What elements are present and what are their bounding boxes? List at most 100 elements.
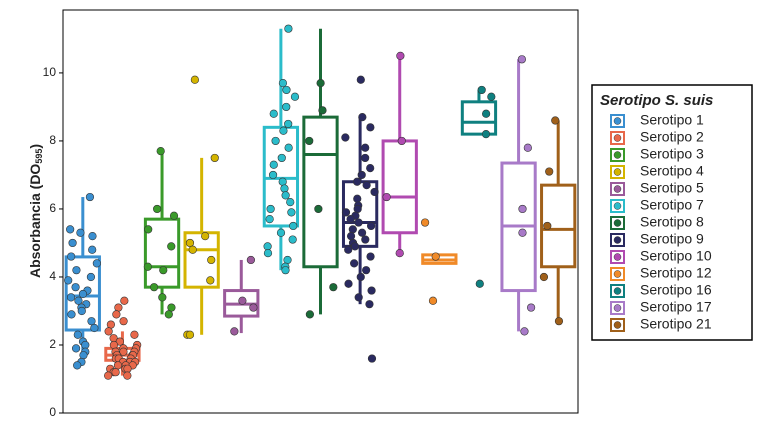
data-point (356, 75, 365, 84)
data-point (123, 371, 132, 380)
data-point (278, 79, 288, 88)
data-point (106, 320, 115, 329)
data-point (156, 147, 165, 156)
data-point (431, 252, 440, 261)
data-point (66, 293, 76, 302)
data-point (249, 303, 258, 312)
data-point (362, 181, 371, 190)
data-point (288, 235, 297, 244)
data-point (482, 109, 491, 118)
data-point (518, 204, 527, 214)
data-point (263, 249, 273, 258)
data-point (539, 272, 549, 282)
data-point (279, 126, 288, 135)
data-point (477, 85, 486, 95)
legend-label: Serotipo 8 (640, 214, 704, 230)
data-point (316, 79, 325, 88)
data-point (353, 194, 362, 203)
data-point (78, 289, 88, 299)
legend-label: Serotipo 10 (640, 248, 712, 264)
data-point (366, 252, 375, 261)
legend-label: Serotipo 5 (640, 180, 704, 196)
data-point (153, 204, 162, 214)
y-tick-label: 4 (49, 269, 56, 283)
legend-dot (613, 151, 622, 159)
data-point (366, 164, 375, 173)
data-point (283, 255, 292, 265)
data-point (90, 323, 99, 333)
legend-dot (613, 134, 622, 142)
data-point (318, 106, 327, 115)
legend-dot (613, 253, 622, 261)
data-point (185, 330, 195, 339)
data-point (280, 184, 289, 193)
legend-dot (613, 219, 622, 227)
data-point (92, 259, 101, 268)
data-point (350, 259, 359, 268)
data-point (475, 279, 484, 288)
data-point (206, 276, 215, 285)
data-point (119, 317, 128, 326)
data-point (265, 215, 274, 224)
legend-label: Serotipo 3 (640, 146, 704, 162)
data-point (77, 306, 86, 316)
data-point (361, 235, 370, 244)
legend-title-italic: S. suis (665, 92, 713, 109)
data-point (396, 51, 405, 61)
data-point (366, 123, 375, 132)
data-point (112, 310, 121, 319)
data-point (167, 303, 176, 312)
legend-label: Serotipo 9 (640, 231, 704, 247)
data-point (64, 276, 73, 285)
data-point (420, 218, 430, 227)
data-point (88, 232, 97, 241)
data-point (517, 55, 526, 64)
data-point (305, 310, 314, 319)
data-point (73, 330, 82, 339)
data-point (545, 167, 554, 176)
data-point (543, 221, 552, 231)
data-point (143, 262, 152, 271)
data-point (329, 283, 338, 292)
legend-dot (613, 168, 622, 176)
data-point (271, 136, 280, 146)
y-tick-label: 10 (43, 65, 57, 79)
y-tick-label: 2 (49, 337, 56, 351)
data-point (526, 303, 536, 312)
data-point (269, 160, 278, 169)
legend-label: Serotipo 2 (640, 129, 704, 145)
data-point (88, 245, 97, 254)
data-point (278, 177, 287, 186)
data-point (230, 327, 239, 336)
data-point (73, 361, 82, 370)
data-point (111, 368, 120, 377)
legend-label: Serotipo 4 (640, 163, 704, 179)
data-point (71, 344, 81, 353)
data-point (365, 300, 374, 309)
legend-label: Serotipo 16 (640, 282, 712, 298)
data-point (167, 242, 176, 251)
data-point (144, 225, 153, 234)
data-point (284, 119, 293, 129)
data-point (362, 266, 371, 275)
data-point (159, 266, 168, 275)
data-point (123, 364, 132, 373)
data-point (357, 170, 366, 180)
data-point (287, 208, 296, 217)
y-label-end: ) (27, 144, 43, 149)
data-point (554, 317, 564, 326)
data-point (164, 310, 173, 319)
y-label-main: Absorbancia (DO (27, 164, 43, 278)
data-point (158, 293, 167, 302)
data-point (382, 192, 391, 202)
data-point (487, 92, 496, 101)
data-point (344, 245, 353, 254)
legend-dot (613, 185, 622, 193)
data-point (67, 310, 76, 319)
data-point (305, 136, 314, 146)
data-point (72, 266, 81, 275)
legend-dot (613, 287, 622, 295)
data-point (87, 317, 96, 326)
data-point (269, 109, 278, 118)
data-point (276, 228, 286, 237)
